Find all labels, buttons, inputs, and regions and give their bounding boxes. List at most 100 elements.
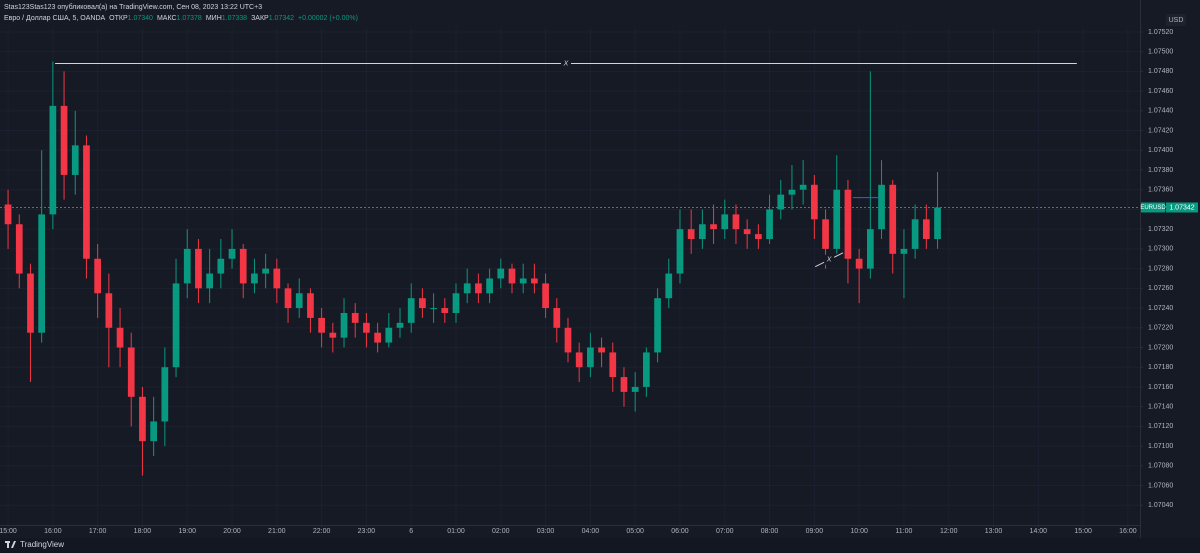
candle-body (172, 283, 180, 368)
x-tick-label: 05:00 (626, 528, 644, 535)
candle-body (228, 248, 236, 259)
grid (0, 28, 1140, 525)
candle-body (475, 283, 482, 294)
candle-body (329, 332, 337, 338)
candle-body (94, 258, 102, 294)
candle-body (452, 293, 460, 313)
x-tick-label: 02:00 (492, 528, 510, 535)
candle-body (676, 229, 684, 274)
plot: XX (0, 58, 1140, 476)
candle-body (531, 278, 538, 284)
candle-body (318, 317, 325, 333)
candle-body (385, 327, 393, 343)
candle-body (351, 312, 359, 323)
y-tick-label: 1.07260 (1148, 285, 1173, 292)
y-tick-label: 1.07160 (1148, 384, 1173, 391)
y-tick-label: 1.07200 (1148, 344, 1173, 351)
author-line: Stas123Stas123 опубликовал(а) на Trading… (4, 3, 262, 11)
legend-change: +0.00002 (+0.00%) (298, 15, 358, 22)
candle-body (598, 347, 605, 353)
candle-body (419, 298, 426, 309)
candle-body (49, 105, 57, 215)
candle-body (105, 293, 113, 328)
axes: 1.07040 1.07060 1.07080 1.07100 1.07120 1.071… (0, 29, 1198, 535)
x-tick-label: 06:00 (671, 528, 689, 535)
legend-label: МИН (206, 15, 222, 22)
candle-body (665, 273, 673, 299)
x-tick-label: 6 (409, 528, 413, 535)
y-tick-label: 1.07240 (1148, 305, 1173, 312)
y-tick-label: 1.07040 (1148, 502, 1173, 509)
y-tick-label: 1.07280 (1148, 265, 1173, 272)
symbol-tag: EURUSD (1140, 205, 1166, 211)
candle-body (407, 298, 415, 323)
x-tick-label: 07:00 (716, 528, 734, 535)
candle-body (4, 204, 12, 225)
y-tick-label: 1.07220 (1148, 325, 1173, 332)
candle-body (743, 229, 751, 235)
candle-body (810, 184, 818, 220)
candle-body (239, 248, 247, 284)
x-tick-label: 16:00 (44, 528, 62, 535)
candle-body (463, 283, 471, 294)
currency: USD (1169, 17, 1184, 24)
candle-body (340, 312, 348, 338)
y-tick-label: 1.07440 (1148, 108, 1173, 115)
x-tick-label: 17:00 (89, 528, 107, 535)
x-tick-label: 15:00 (1074, 528, 1092, 535)
y-tick-label: 1.07480 (1148, 68, 1173, 75)
candle-body (127, 347, 135, 397)
symbol-tag-bg (1141, 202, 1165, 213)
y-tick-label: 1.07360 (1148, 187, 1173, 194)
x-tick-label: 22:00 (313, 528, 331, 535)
candle-body (206, 273, 213, 289)
candle-body (754, 234, 762, 240)
candle-body (620, 377, 628, 392)
candle-body (139, 396, 146, 442)
candle-body (15, 224, 23, 274)
y-tick-label: 1.07420 (1148, 127, 1173, 134)
candle-body (934, 207, 941, 240)
y-tick-label: 1.07400 (1148, 147, 1173, 154)
candle-body (71, 145, 79, 175)
candle-body (60, 105, 68, 175)
x-tick-label: 16:00 (1119, 528, 1137, 535)
candle-body (855, 258, 863, 269)
legend-label: ЗАКР (251, 15, 269, 22)
candle-body (262, 268, 269, 274)
legend-value: 1.07378 (177, 15, 202, 22)
y-tick-label: 1.07100 (1148, 443, 1173, 450)
candle-body (922, 219, 930, 240)
y-tick-label: 1.07180 (1148, 364, 1173, 371)
candle-body (710, 224, 717, 230)
candle-body (822, 219, 829, 249)
candle-body (519, 278, 527, 284)
candle-body (732, 214, 740, 230)
x-tick-label: 12:00 (940, 528, 958, 535)
candle-body (553, 308, 561, 328)
candle-body (116, 327, 124, 348)
x-tick-label: 10:00 (850, 528, 868, 535)
drawing-label-bg (824, 254, 835, 265)
x-tick-label: 13:00 (985, 528, 1003, 535)
currency-box[interactable] (1166, 14, 1186, 26)
drawing-label: X (563, 60, 569, 67)
candle-body (27, 273, 34, 333)
last-price-tag: 1.07342 (1169, 204, 1194, 211)
symbol-legend: Евро / Доллар США, 5, OANDA ОТКР1.07340 МА… (4, 15, 358, 22)
symbol-title: Евро / Доллар США, 5, OANDA (4, 15, 106, 22)
candle-body (799, 184, 807, 190)
candle-body (251, 273, 258, 284)
candle-body (844, 189, 852, 259)
candle-body (833, 189, 841, 249)
candle-body (609, 352, 617, 378)
last-price-tag-bg (1166, 202, 1198, 213)
legend-value: 1.07340 (128, 15, 153, 22)
candle-body (273, 268, 281, 289)
y-tick-label: 1.07320 (1148, 226, 1173, 233)
legend-label: ОТКР (109, 15, 128, 22)
candle-body (217, 258, 225, 274)
